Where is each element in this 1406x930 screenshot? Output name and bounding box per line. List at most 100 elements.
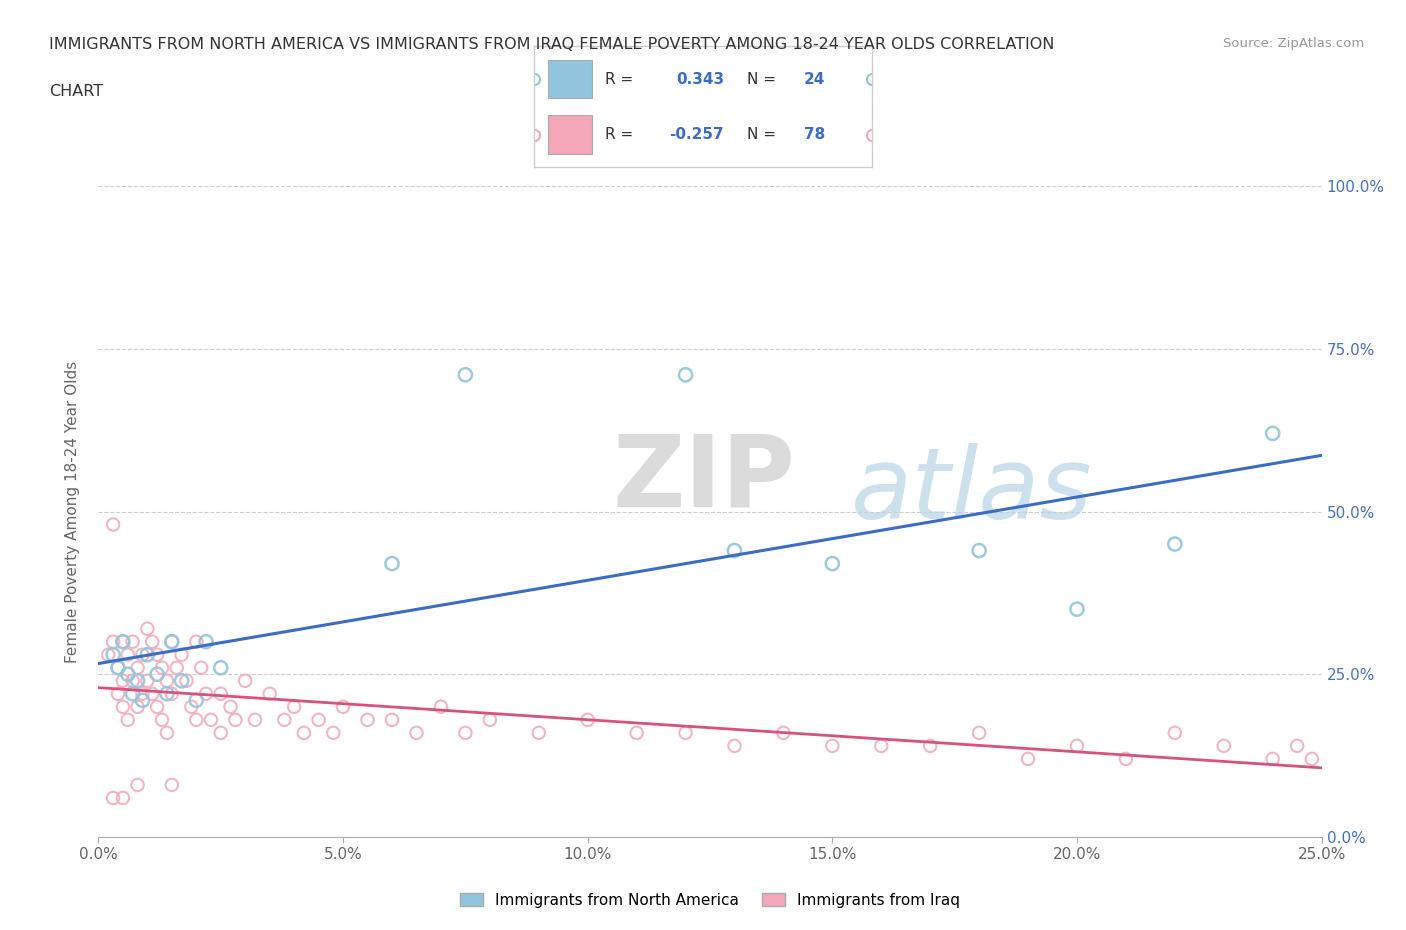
Point [356,712,378,727]
Point [527,725,550,740]
Text: 78: 78 [804,127,825,142]
Point [967,725,990,740]
Point [219,699,242,714]
Legend: Immigrants from North America, Immigrants from Iraq: Immigrants from North America, Immigrant… [454,886,966,914]
Point [283,699,305,714]
Text: N =: N = [747,72,780,86]
Point [186,634,208,649]
Text: ZIP: ZIP [612,431,794,527]
Point [131,686,153,701]
Point [107,660,129,675]
Point [430,699,453,714]
Point [146,667,169,682]
Text: R =: R = [605,72,638,86]
FancyBboxPatch shape [548,60,592,99]
Text: IMMIGRANTS FROM NORTH AMERICA VS IMMIGRANTS FROM IRAQ FEMALE POVERTY AMONG 18-24: IMMIGRANTS FROM NORTH AMERICA VS IMMIGRA… [49,37,1054,52]
Point [146,699,169,714]
Point [243,712,266,727]
Point [111,699,134,714]
Point [97,647,120,662]
Point [101,517,124,532]
Point [332,699,354,714]
Point [101,790,124,805]
Point [1115,751,1137,766]
Point [1301,751,1323,766]
Text: -0.257: -0.257 [669,127,724,142]
Point [478,712,501,727]
Point [675,725,697,740]
Point [156,686,179,701]
Point [170,673,193,688]
Point [675,367,697,382]
FancyBboxPatch shape [548,115,592,154]
Point [870,738,893,753]
Point [111,634,134,649]
Point [141,686,163,701]
Point [186,712,208,727]
Text: 24: 24 [804,72,825,86]
Point [170,647,193,662]
Point [292,725,315,740]
Point [146,647,169,662]
Text: R =: R = [605,127,638,142]
Point [772,725,794,740]
Point [121,673,143,688]
Point [156,673,179,688]
Point [195,686,218,701]
Point [723,543,745,558]
Point [127,777,149,792]
Point [1164,725,1187,740]
Point [131,693,153,708]
Point [150,712,173,727]
Point [233,673,256,688]
Point [920,738,942,753]
Point [723,738,745,753]
Point [626,725,648,740]
Point [117,667,139,682]
Point [121,686,143,701]
Point [576,712,599,727]
Point [166,660,188,675]
Point [136,621,159,636]
Y-axis label: Female Poverty Among 18-24 Year Olds: Female Poverty Among 18-24 Year Olds [65,361,80,663]
Point [180,699,202,714]
Point [224,712,246,727]
Point [209,725,232,740]
Point [190,660,212,675]
Point [127,660,149,675]
Text: atlas: atlas [851,444,1092,540]
Point [195,634,218,649]
Point [454,725,477,740]
Point [121,634,143,649]
Text: CHART: CHART [49,84,103,99]
Point [117,712,139,727]
Point [186,693,208,708]
Point [111,673,134,688]
Point [1261,751,1284,766]
Point [127,673,149,688]
Point [136,647,159,662]
Point [101,647,124,662]
Point [273,712,295,727]
Point [381,556,404,571]
Point [821,738,844,753]
Point [111,790,134,805]
Point [322,725,344,740]
Text: Source: ZipAtlas.com: Source: ZipAtlas.com [1223,37,1364,50]
Point [1212,738,1234,753]
Point [131,647,153,662]
Point [150,660,173,675]
Point [200,712,222,727]
Point [176,673,198,688]
Point [821,556,844,571]
Point [1261,426,1284,441]
Point [136,673,159,688]
Point [160,686,183,701]
Point [454,367,477,382]
Point [1066,738,1088,753]
Point [308,712,330,727]
Point [127,699,149,714]
Point [107,686,129,701]
Point [156,725,179,740]
Point [160,777,183,792]
